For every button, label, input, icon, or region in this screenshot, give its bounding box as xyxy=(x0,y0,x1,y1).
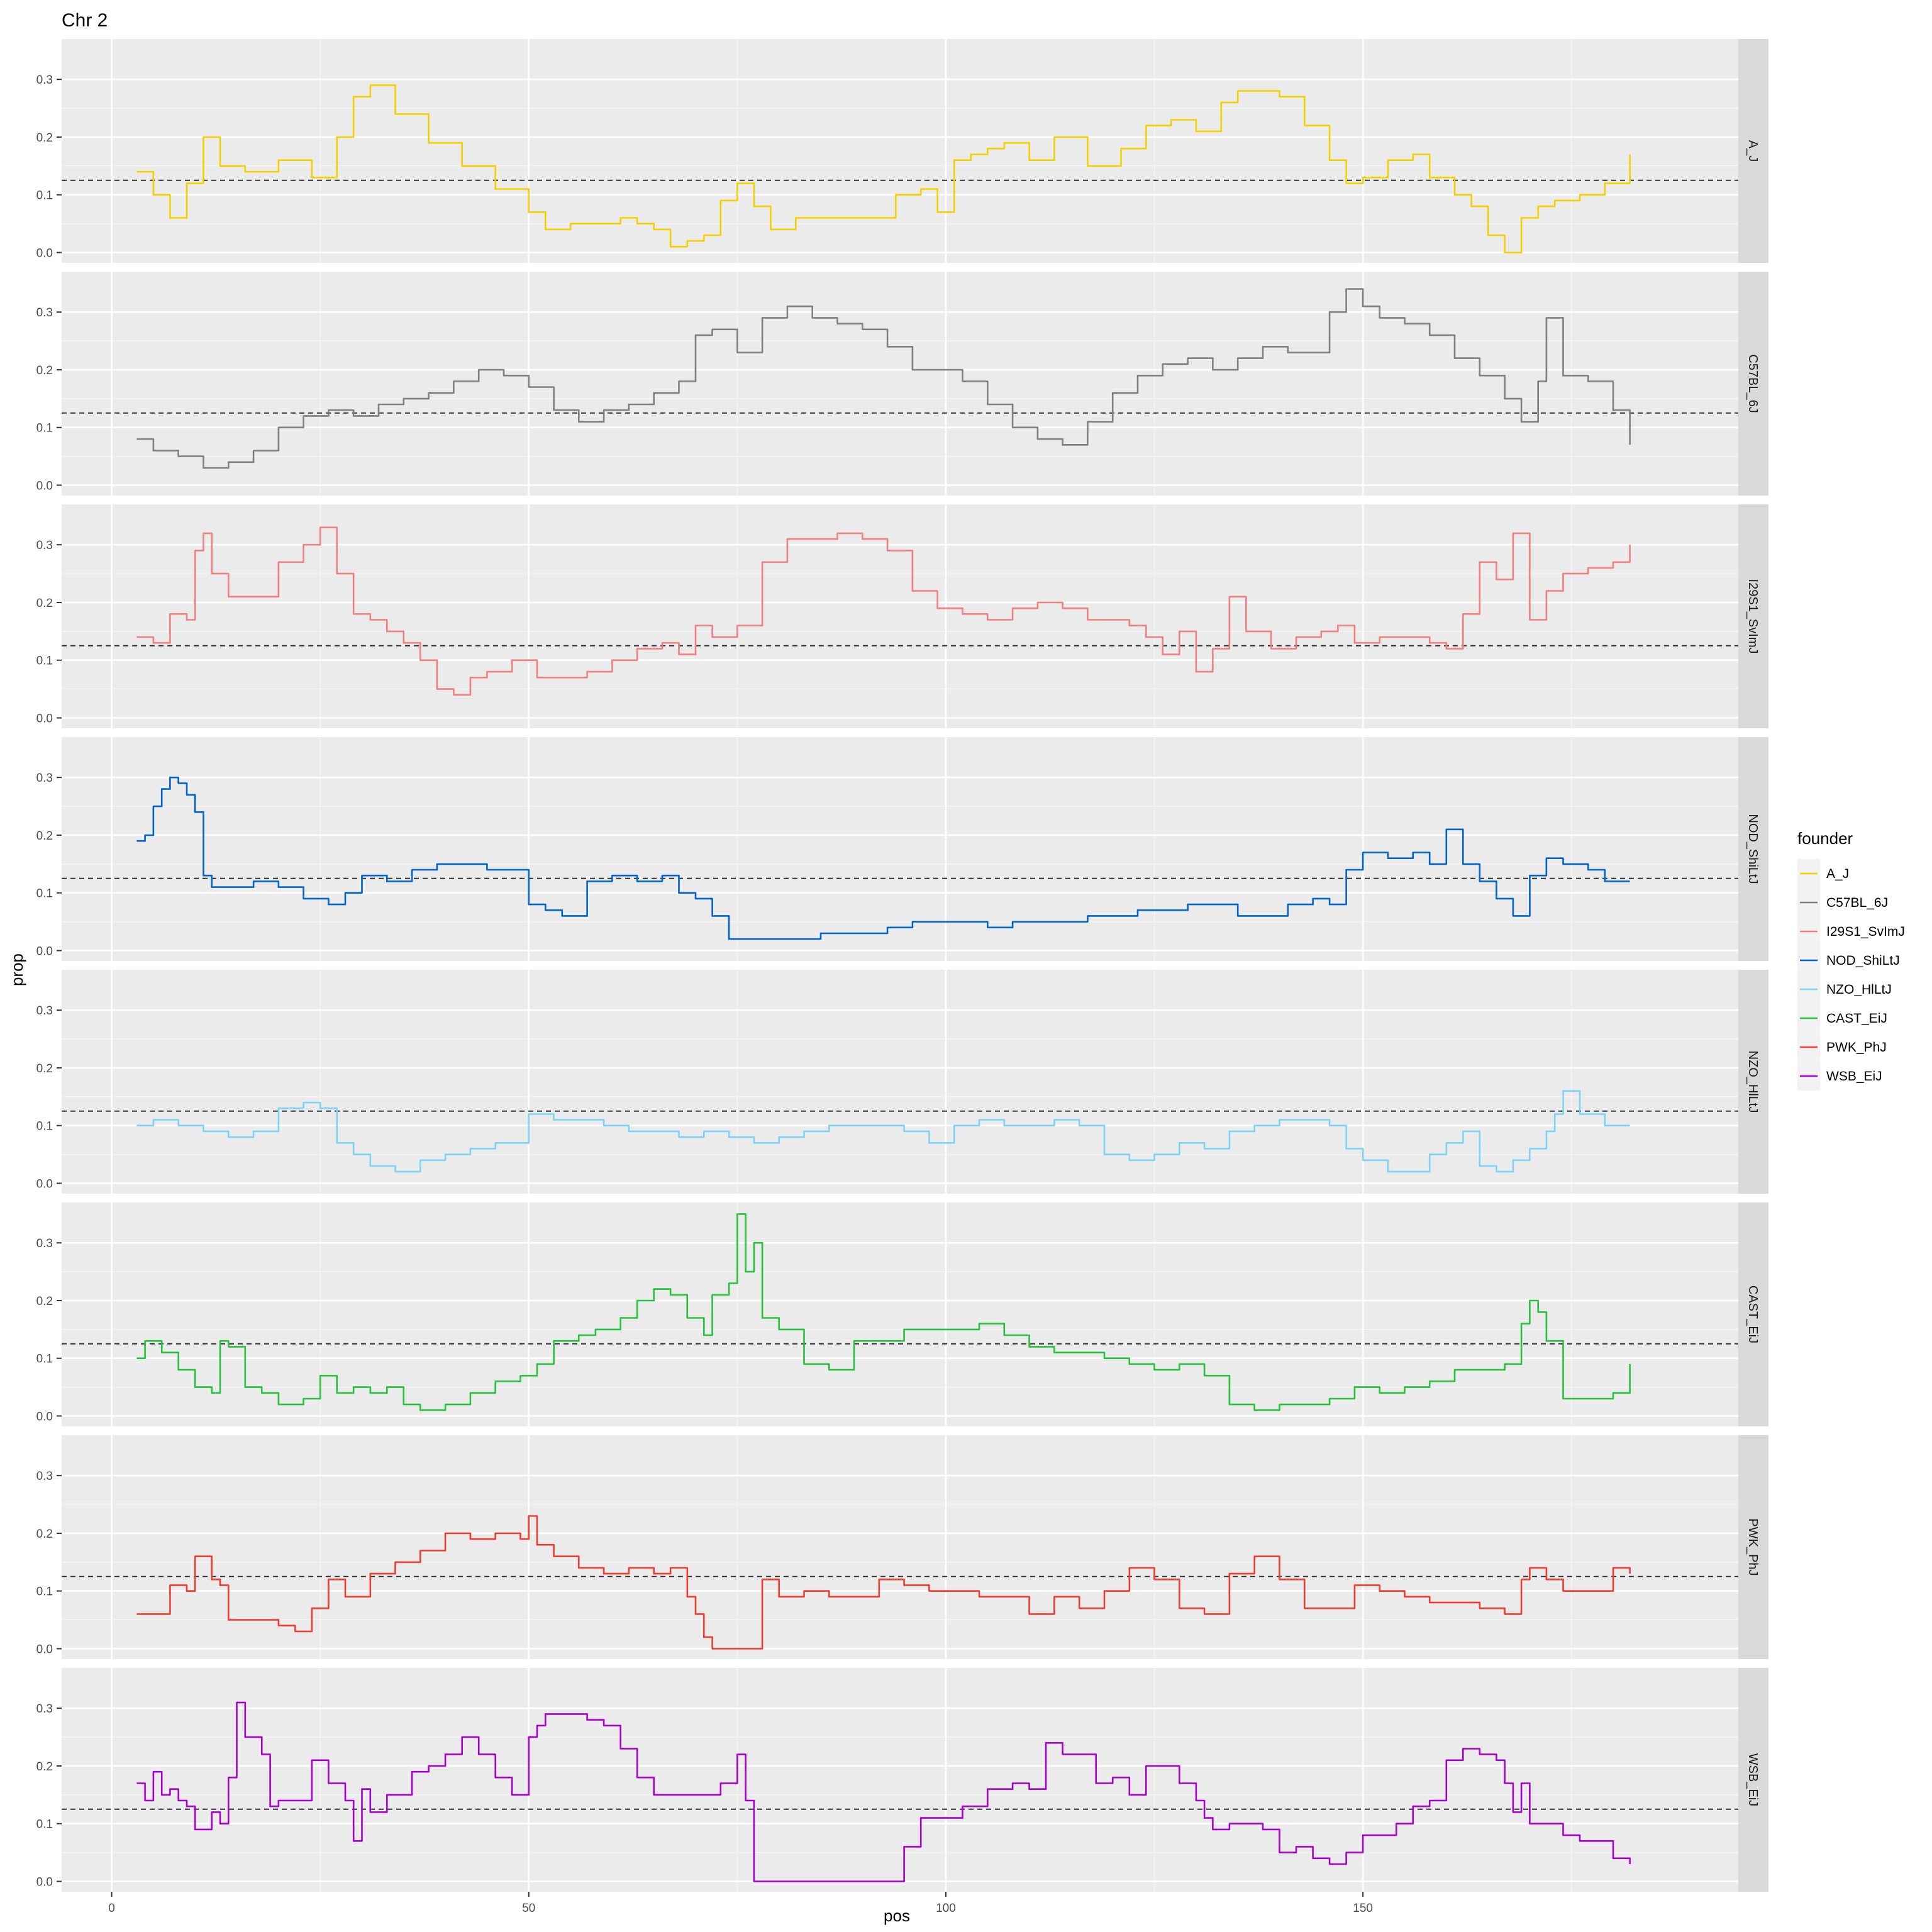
y-tick-label: 0.2 xyxy=(36,597,53,610)
x-tick-label: 50 xyxy=(522,1902,535,1915)
panel-background xyxy=(62,39,1738,263)
panel-background xyxy=(62,1435,1738,1659)
series-line xyxy=(136,1515,1631,1650)
series-line xyxy=(136,288,1631,469)
facet-strip xyxy=(1738,737,1768,961)
y-tick-label: 0.3 xyxy=(36,1237,53,1250)
x-tick-label: 150 xyxy=(1353,1902,1373,1915)
legend: founder A_J C57BL_6J I29S1_SvImJ NOD_ShiLtJ… xyxy=(1797,829,1905,1091)
y-tick-label: 0.1 xyxy=(36,189,53,203)
facet-strip xyxy=(1738,39,1768,263)
y-tick-label: 0.1 xyxy=(36,887,53,901)
y-tick-label: 0.0 xyxy=(36,945,53,958)
series-line xyxy=(136,1701,1631,1882)
y-tick-label: 0.1 xyxy=(36,655,53,668)
facet-strip-label: WSB_EiJ xyxy=(1746,1753,1760,1806)
y-tick-label: 0.3 xyxy=(36,1702,53,1716)
y-tick-label: 0.2 xyxy=(36,364,53,377)
panel-background xyxy=(62,504,1738,728)
facet-strip-label: I29S1_SvImJ xyxy=(1746,579,1760,654)
legend-label: WSB_EiJ xyxy=(1826,1069,1882,1084)
facet-strip-label: C57BL_6J xyxy=(1746,354,1760,413)
facet-panel: 0.0 0.1 0.2 0.3 PWK_PhJ xyxy=(36,1435,1768,1659)
facet-panels: 0.00.10.20.3A_J0.00.10.20.3C57BL_6J0.00.… xyxy=(36,39,1768,1892)
facet-panel: 0.0 0.1 0.2 0.3 NZO_HlLtJ xyxy=(36,970,1768,1194)
facet-panel: 0.0 0.1 0.2 0.3 CAST_EiJ xyxy=(36,1202,1768,1426)
x-axis-label: pos xyxy=(884,1906,910,1925)
y-tick-label: 0.2 xyxy=(36,1295,53,1308)
facet-strip xyxy=(1738,970,1768,1194)
y-axis-label: prop xyxy=(8,953,26,986)
x-tick-label: 100 xyxy=(936,1902,956,1915)
x-axis: 0 50 100 150 xyxy=(108,1892,1373,1915)
facet-panel: 0.0 0.1 0.2 0.3 A_J xyxy=(36,39,1768,263)
y-tick-label: 0.1 xyxy=(36,1353,53,1366)
facet-strip xyxy=(1738,1668,1768,1892)
legend-label: A_J xyxy=(1826,867,1849,881)
legend-label: I29S1_SvImJ xyxy=(1826,924,1905,939)
y-tick-label: 0.2 xyxy=(36,830,53,843)
facet-strip-label: NOD_ShiLtJ xyxy=(1746,814,1760,884)
facet-panel: 0.0 0.1 0.2 0.3 NOD_ShiLtJ xyxy=(36,737,1768,961)
series-line xyxy=(136,84,1631,253)
y-tick-label: 0.0 xyxy=(36,1410,53,1423)
series-line xyxy=(136,1213,1631,1411)
series-line xyxy=(136,1090,1630,1173)
y-tick-label: 0.1 xyxy=(36,422,53,435)
y-tick-label: 0.3 xyxy=(36,74,53,87)
x-tick-label: 0 xyxy=(108,1902,115,1915)
series-line xyxy=(136,776,1630,940)
y-tick-label: 0.0 xyxy=(36,247,53,260)
facet-strip xyxy=(1738,1435,1768,1659)
legend-label: PWK_PhJ xyxy=(1826,1040,1887,1055)
y-tick-label: 0.3 xyxy=(36,539,53,552)
y-tick-label: 0.0 xyxy=(36,1643,53,1656)
chart-title: Chr 2 xyxy=(62,10,108,31)
panel-background xyxy=(62,1202,1738,1426)
y-tick-label: 0.2 xyxy=(36,131,53,145)
facet-strip-label: A_J xyxy=(1746,140,1760,162)
y-tick-label: 0.0 xyxy=(36,1875,53,1889)
facet-panel: 0.0 0.1 0.2 0.3 I29S1_SvImJ xyxy=(36,504,1768,728)
y-tick-label: 0.2 xyxy=(36,1760,53,1774)
panel-background xyxy=(62,970,1738,1194)
facet-strip-label: NZO_HlLtJ xyxy=(1746,1051,1760,1113)
legend-label: C57BL_6J xyxy=(1826,896,1888,910)
y-tick-label: 0.1 xyxy=(36,1120,53,1133)
facet-panel: 0.0 0.1 0.2 0.3 C57BL_6J xyxy=(36,272,1768,496)
panel-background xyxy=(62,272,1738,496)
facet-strip xyxy=(1738,272,1768,496)
y-tick-label: 0.0 xyxy=(36,1177,53,1191)
y-tick-label: 0.3 xyxy=(36,1470,53,1483)
y-tick-label: 0.0 xyxy=(36,479,53,492)
facet-strip xyxy=(1738,504,1768,728)
legend-label: NZO_HlLtJ xyxy=(1826,982,1892,997)
y-tick-label: 0.2 xyxy=(36,1528,53,1541)
legend-label: NOD_ShiLtJ xyxy=(1826,953,1900,968)
y-tick-label: 0.1 xyxy=(36,1585,53,1599)
y-tick-label: 0.2 xyxy=(36,1062,53,1075)
legend-label: CAST_EiJ xyxy=(1826,1011,1887,1026)
facet-strip xyxy=(1738,1202,1768,1426)
y-tick-label: 0.3 xyxy=(36,306,53,319)
facet-panel: 0.0 0.1 0.2 0.3 WSB_EiJ xyxy=(36,1668,1768,1892)
panel-background xyxy=(62,1668,1738,1892)
series-line xyxy=(136,526,1631,696)
facet-strip-label: PWK_PhJ xyxy=(1746,1518,1760,1575)
y-tick-label: 0.3 xyxy=(36,772,53,785)
panel-background xyxy=(62,737,1738,961)
y-tick-label: 0.0 xyxy=(36,712,53,725)
facet-strip-label: CAST_EiJ xyxy=(1746,1285,1760,1343)
y-tick-label: 0.1 xyxy=(36,1818,53,1831)
legend-title: founder xyxy=(1797,829,1853,848)
y-tick-label: 0.3 xyxy=(36,1004,53,1018)
